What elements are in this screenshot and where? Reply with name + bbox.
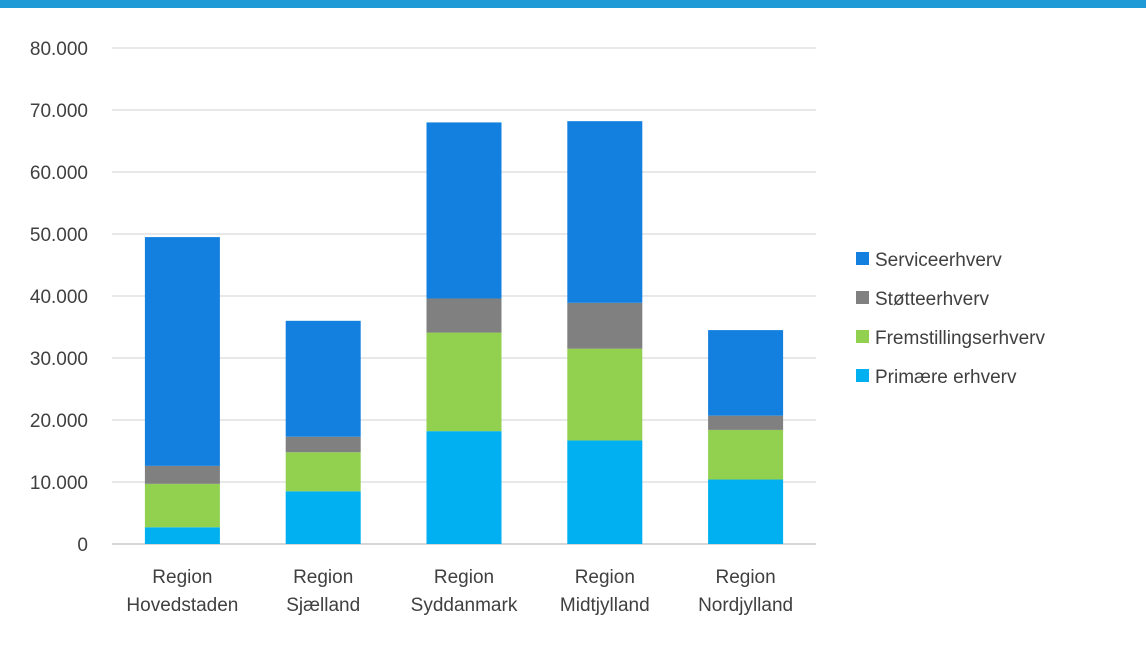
bar-segment-fremstillingserhverv [567, 348, 643, 441]
bar-segment-fremstillingserhverv [144, 483, 220, 528]
x-category-label: Region Nordjylland [698, 567, 793, 616]
bar-segment-prim-re-erhverv [567, 440, 643, 544]
y-tick-label: 50.000 [30, 225, 88, 246]
legend-label: Serviceerhverv [875, 250, 1002, 271]
bar-segment-serviceerhverv [144, 237, 220, 466]
bar-segment-serviceerhverv [567, 121, 643, 303]
bar-segment-st-tteerhverv [144, 465, 220, 484]
y-tick-label: 20.000 [30, 411, 88, 432]
bar-segment-st-tteerhverv [708, 415, 784, 430]
legend-swatch [856, 252, 869, 265]
bar-segment-prim-re-erhverv [285, 491, 361, 544]
x-category-label-line: Region [575, 567, 635, 588]
x-category-label-line: Region [434, 567, 494, 588]
x-category-label: Region Sjælland [286, 567, 360, 616]
bar-segment-fremstillingserhverv [708, 429, 784, 480]
top-accent-bar [0, 0, 1146, 8]
x-category-label: Region Syddanmark [411, 567, 518, 616]
bar-segment-st-tteerhverv [426, 298, 502, 333]
x-category-label-line: Region [293, 567, 353, 588]
y-tick-label: 10.000 [30, 473, 88, 494]
y-tick-label: 70.000 [30, 101, 88, 122]
y-tick-label: 60.000 [30, 163, 88, 184]
legend-label: Fremstillingserhverv [875, 328, 1045, 349]
bar-segment-prim-re-erhverv [426, 431, 502, 544]
legend-swatch [856, 369, 869, 382]
bar-segment-serviceerhverv [285, 320, 361, 437]
x-category-label-line: Sjælland [286, 595, 360, 616]
x-category-label-line: Syddanmark [411, 595, 518, 616]
bar-segment-st-tteerhverv [567, 302, 643, 349]
y-tick-label: 30.000 [30, 349, 88, 370]
bar-segment-fremstillingserhverv [285, 452, 361, 492]
x-category-label-line: Hovedstaden [126, 595, 238, 616]
bar-segment-prim-re-erhverv [144, 527, 220, 544]
legend-label: Primære erhverv [875, 367, 1017, 388]
y-tick-label: 40.000 [30, 287, 88, 308]
x-category-label-line: Region [715, 567, 775, 588]
y-tick-label: 0 [77, 535, 88, 556]
bar-segment-st-tteerhverv [285, 436, 361, 453]
bar-segment-fremstillingserhverv [426, 332, 502, 432]
x-category-label-line: Nordjylland [698, 595, 793, 616]
x-category-label-line: Region [152, 567, 212, 588]
bar-segment-serviceerhverv [708, 330, 784, 416]
legend-swatch [856, 330, 869, 343]
x-category-label: Region Midtjylland [560, 567, 650, 616]
y-tick-label: 80.000 [30, 39, 88, 60]
legend-swatch [856, 291, 869, 304]
bar-segment-prim-re-erhverv [708, 479, 784, 544]
x-category-label-line: Midtjylland [560, 595, 650, 616]
legend-label: Støtteerhverv [875, 289, 990, 310]
x-category-label: Region Hovedstaden [126, 567, 238, 616]
bar-segment-serviceerhverv [426, 122, 502, 299]
